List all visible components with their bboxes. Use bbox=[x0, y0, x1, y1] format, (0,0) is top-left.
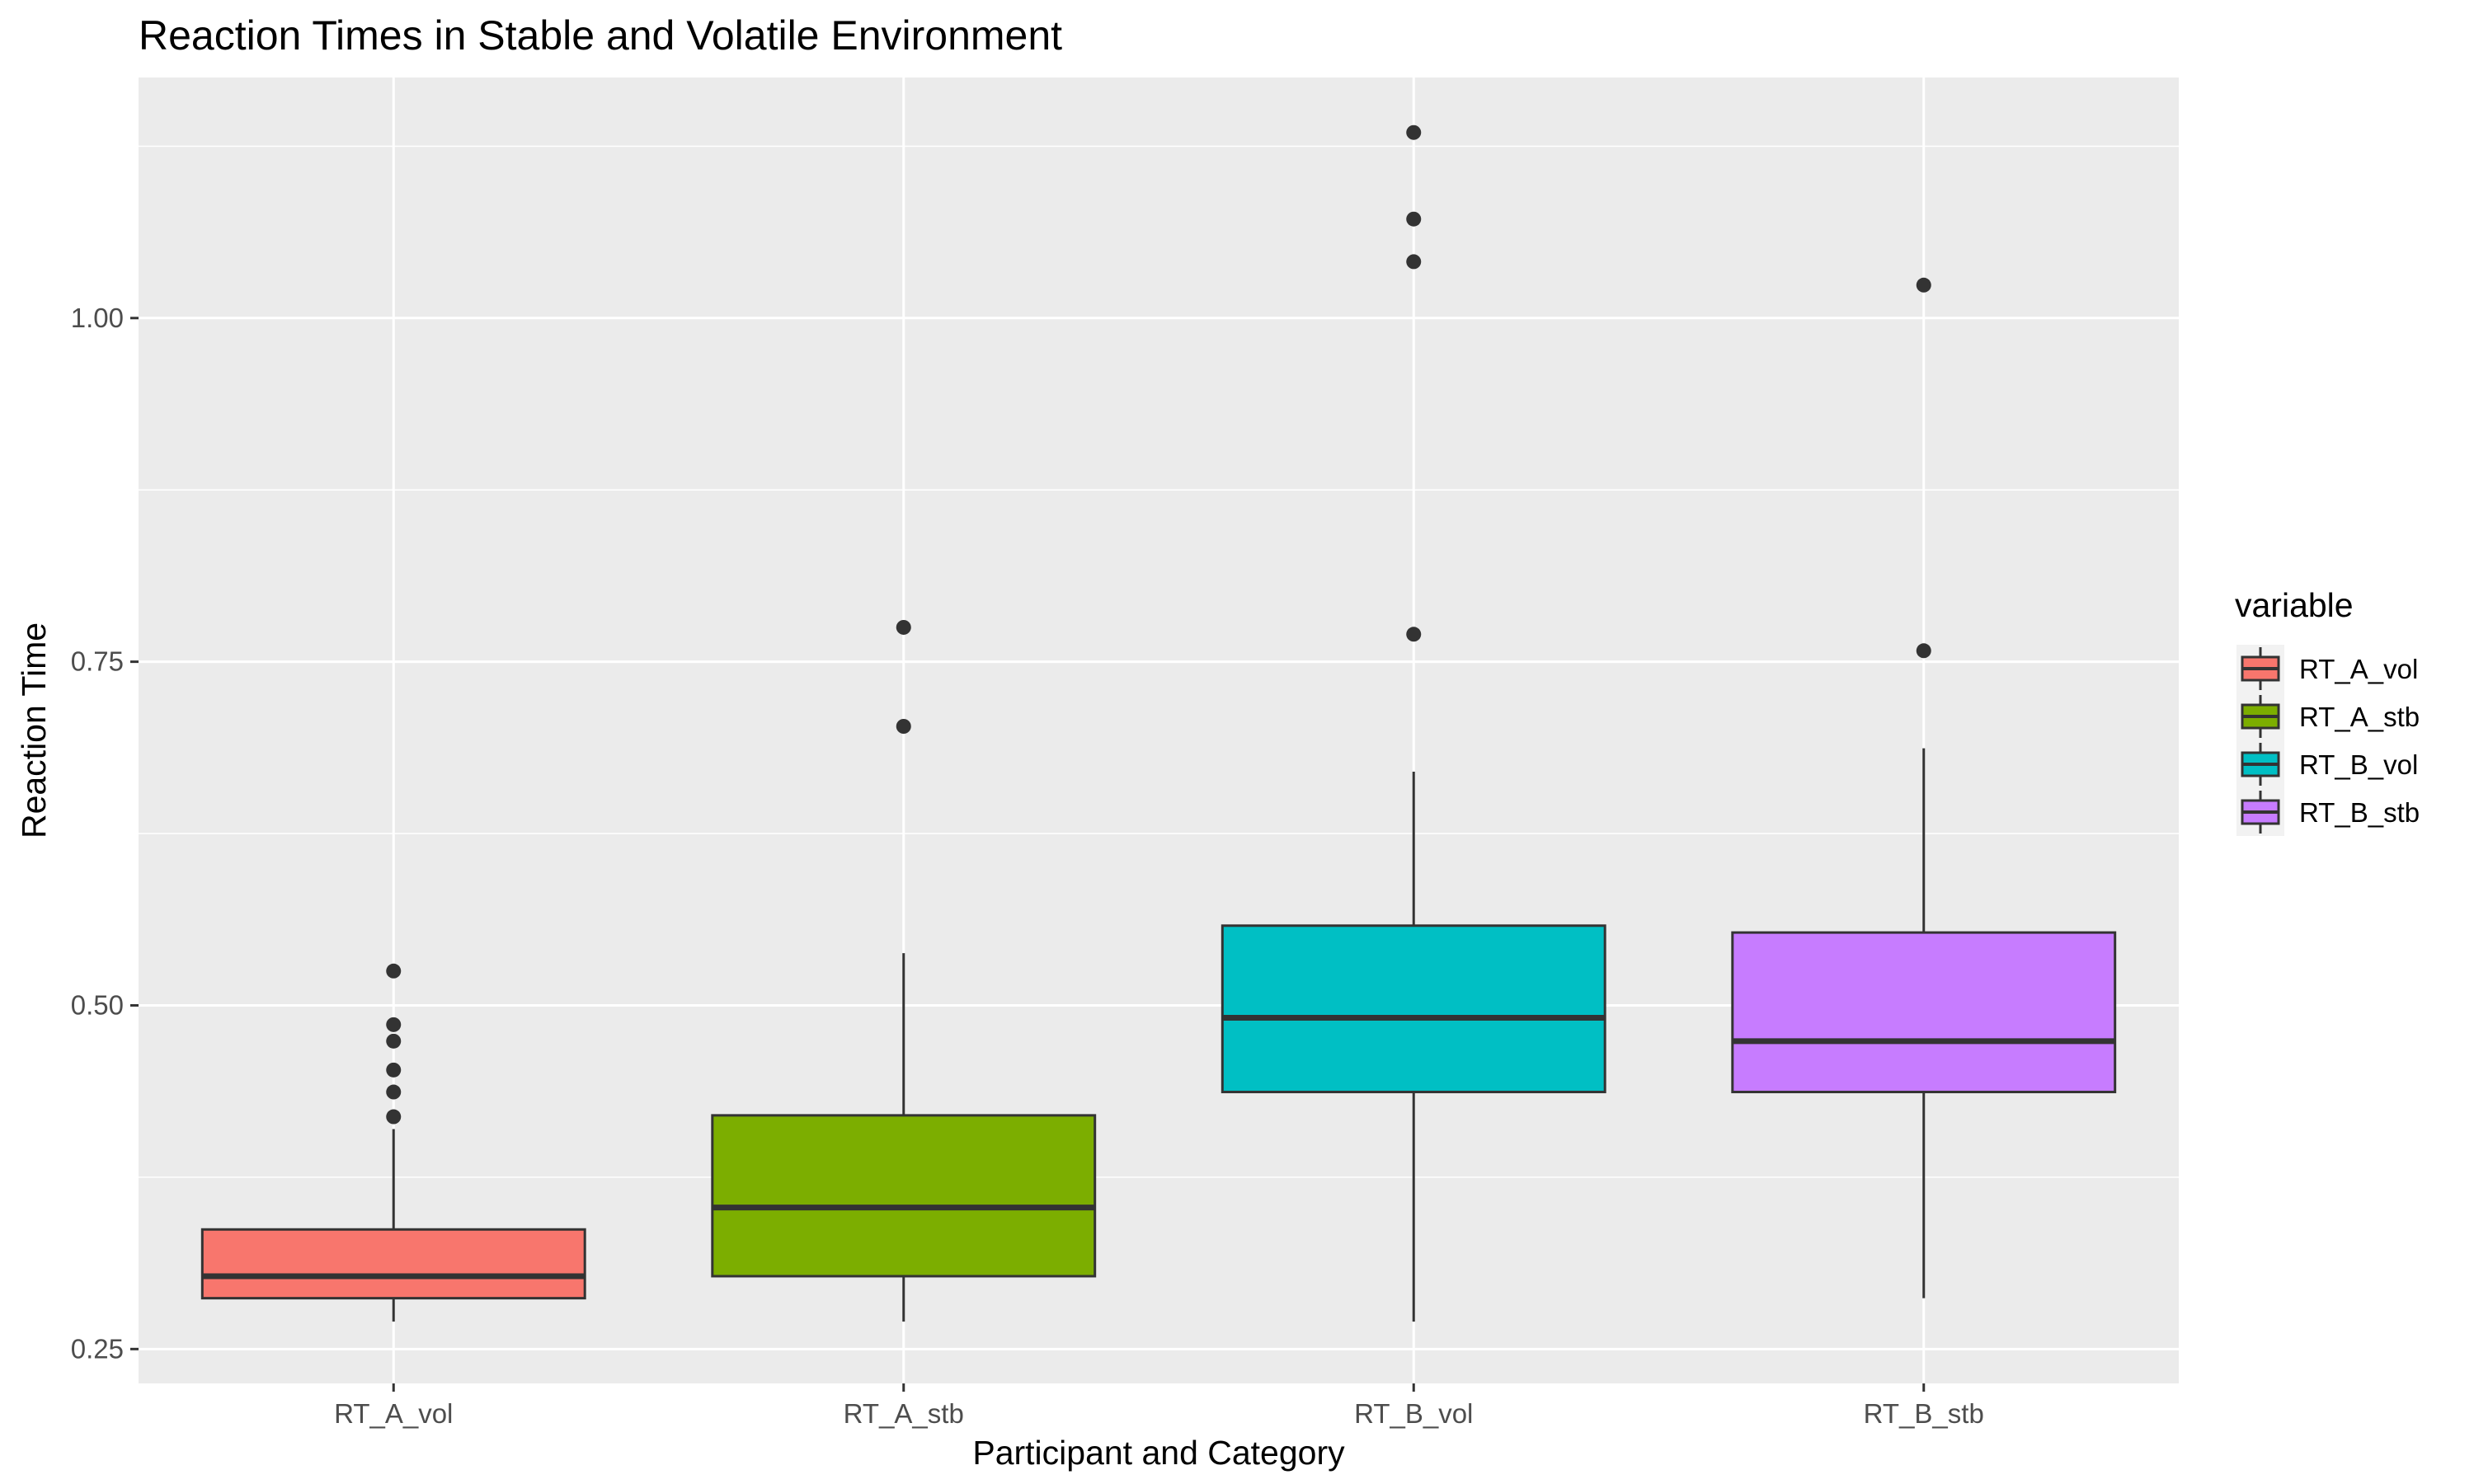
outlier-point bbox=[896, 619, 911, 635]
box-RT_A_stb bbox=[711, 619, 1097, 1322]
x-tick-label: RT_B_stb bbox=[1864, 1398, 1984, 1429]
x-tick-label: RT_A_stb bbox=[844, 1398, 964, 1429]
x-tick-label: RT_A_vol bbox=[334, 1398, 453, 1429]
outlier-point bbox=[386, 1062, 402, 1078]
box-RT_B_stb bbox=[1731, 277, 2117, 1298]
legend-item-RT_A_stb: RT_A_stb bbox=[2236, 693, 2420, 740]
chart-title: Reaction Times in Stable and Volatile En… bbox=[139, 12, 1062, 59]
box-RT_B_vol bbox=[1221, 124, 1606, 1322]
legend-item-RT_B_vol: RT_B_vol bbox=[2236, 740, 2418, 788]
outlier-point bbox=[386, 1084, 402, 1100]
legend-label: RT_A_stb bbox=[2299, 702, 2420, 732]
legend: variable RT_A_vol RT_A_stb RT_B_vol RT_B_st… bbox=[2235, 586, 2420, 836]
box-iqr bbox=[1731, 931, 2117, 1094]
outlier-point bbox=[386, 1017, 402, 1032]
y-axis-title: Reaction Time bbox=[15, 622, 53, 838]
y-tick-label: 0.50 bbox=[71, 989, 124, 1020]
box-iqr bbox=[200, 1228, 586, 1300]
box-iqr bbox=[1221, 924, 1606, 1094]
box-layer bbox=[200, 124, 2117, 1322]
legend-label: RT_B_vol bbox=[2299, 749, 2418, 780]
outlier-point bbox=[1406, 124, 1422, 140]
outlier-point bbox=[386, 1033, 402, 1049]
legend-item-RT_A_vol: RT_A_vol bbox=[2236, 645, 2418, 693]
plot-panel bbox=[139, 77, 2179, 1383]
outlier-point bbox=[1406, 211, 1422, 227]
y-tick-label: 1.00 bbox=[71, 303, 124, 333]
outlier-point bbox=[386, 1109, 402, 1125]
box-RT_A_vol bbox=[200, 963, 586, 1322]
y-axis: 0.25 0.50 0.75 1.00 bbox=[71, 303, 139, 1364]
x-axis: RT_A_vol RT_A_stb RT_B_vol RT_B_stb bbox=[334, 1383, 1984, 1429]
legend-label: RT_B_stb bbox=[2299, 797, 2420, 828]
outlier-point bbox=[1406, 627, 1422, 642]
x-tick-label: RT_B_vol bbox=[1354, 1398, 1473, 1429]
outlier-point bbox=[1916, 277, 1931, 293]
outlier-point bbox=[896, 718, 911, 734]
outlier-point bbox=[386, 963, 402, 979]
y-tick-label: 0.25 bbox=[71, 1333, 124, 1364]
outlier-point bbox=[1406, 254, 1422, 270]
outlier-point bbox=[1916, 643, 1931, 659]
legend-label: RT_A_vol bbox=[2299, 654, 2418, 684]
x-axis-title: Participant and Category bbox=[972, 1434, 1345, 1472]
legend-item-RT_B_stb: RT_B_stb bbox=[2236, 788, 2420, 836]
box-iqr bbox=[711, 1114, 1097, 1278]
y-tick-label: 0.75 bbox=[71, 646, 124, 677]
legend-title: variable bbox=[2235, 586, 2354, 624]
